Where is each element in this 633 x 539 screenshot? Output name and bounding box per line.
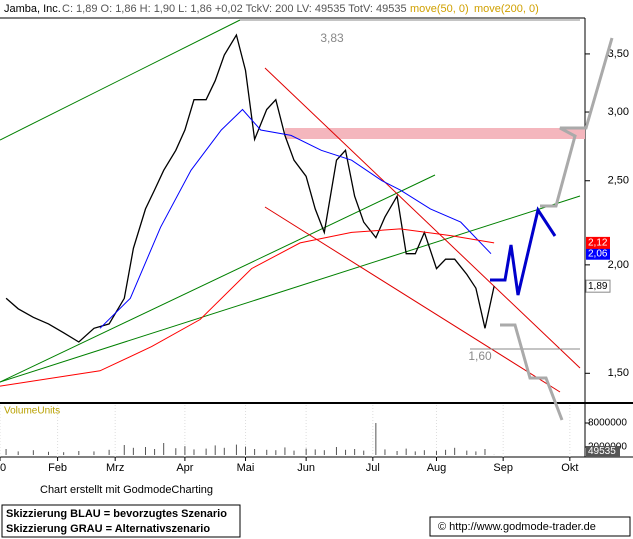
volume-bar <box>414 451 416 455</box>
volume-bar <box>323 450 325 455</box>
y-tick-label: 3,00 <box>608 106 629 118</box>
volume-bar <box>223 447 225 455</box>
volume-bar <box>423 450 425 455</box>
x-tick-label: 10 <box>0 462 6 474</box>
volume-bar <box>266 449 268 455</box>
volume-bar <box>314 449 316 455</box>
volume-bar <box>132 447 134 455</box>
volume-bar <box>335 447 337 455</box>
y-tick-label: 8000000 <box>588 418 627 429</box>
x-tick-label: Mai <box>237 462 255 474</box>
volume-bar <box>123 445 125 455</box>
volume-bar <box>363 450 365 455</box>
volume-bar <box>445 449 447 455</box>
legend-entry: move(200, 0) <box>474 3 539 15</box>
x-tick-label: Jul <box>366 462 380 474</box>
x-tick-label: Jun <box>297 462 315 474</box>
last-value-box <box>586 236 610 249</box>
volume-bar <box>275 450 277 455</box>
volume-bar <box>175 448 177 455</box>
volume-bar <box>375 423 377 455</box>
chart-title: Jamba, Inc. <box>4 3 61 15</box>
url-box <box>429 516 631 537</box>
series-line <box>0 228 495 387</box>
volume-bar <box>354 449 356 455</box>
scenario-grey <box>540 37 614 208</box>
scenarios <box>490 37 614 421</box>
volume-bar <box>284 447 286 455</box>
volume-bar <box>5 449 7 455</box>
last-value-box <box>586 446 620 457</box>
volume-bar <box>17 451 19 455</box>
volume-bar <box>484 449 486 455</box>
last-value-box <box>585 279 611 293</box>
annotation: 1,60 <box>468 349 492 363</box>
annotation: 3,83 <box>320 31 344 45</box>
scenario-blue <box>490 206 557 296</box>
volume-bar <box>454 447 456 455</box>
trendline <box>0 195 581 383</box>
legend-entry: move(50, 0) <box>410 3 469 15</box>
last-value-label: 2,06 <box>588 248 608 259</box>
volume-bar <box>475 451 477 455</box>
ohlc-info: C: 1,89 O: 1,86 H: 1,90 L: 1,86 +0,02 Tc… <box>62 3 407 15</box>
volume-bar <box>32 450 34 455</box>
last-value-label: 1,89 <box>588 281 608 292</box>
volume-bar <box>293 450 295 455</box>
volume-bar <box>47 451 49 455</box>
volume-title: VolumeUnits <box>4 406 60 417</box>
x-tick-label: Aug <box>427 462 447 474</box>
x-tick-label: Sep <box>493 462 513 474</box>
volume-bar <box>154 449 156 455</box>
volume-bar <box>396 451 398 455</box>
legend-box <box>1 504 241 538</box>
y-tick-label: 3,50 <box>608 48 629 60</box>
x-tick-label: Okt <box>561 462 578 474</box>
credit: Chart erstellt mit GodmodeCharting <box>40 484 213 496</box>
volume-bar <box>184 446 186 455</box>
volume-bar <box>193 449 195 455</box>
volume-bar <box>205 448 207 455</box>
volume-bar <box>305 448 307 455</box>
volume-bar <box>108 449 110 455</box>
trendline <box>264 206 561 393</box>
x-tick-label: Apr <box>176 462 193 474</box>
last-value-label: 49535 <box>588 446 616 457</box>
volume-bar <box>435 451 437 455</box>
volume-bar <box>466 450 468 455</box>
volume-bar <box>384 449 386 455</box>
y-tick-label: 2,50 <box>608 175 629 187</box>
legend-text: Skizzierung GRAU = Alternativszenario <box>6 523 210 535</box>
volume-bar <box>245 446 247 455</box>
volume-bar <box>235 444 237 455</box>
x-tick-label: Feb <box>48 462 67 474</box>
legend-text: Skizzierung BLAU = bevorzugtes Szenario <box>6 508 227 520</box>
scenario-grey <box>500 323 564 421</box>
trendline <box>264 67 581 369</box>
y-tick-label: 1,50 <box>608 367 629 379</box>
volume-bar <box>214 445 216 455</box>
x-tick-label: Mrz <box>106 462 124 474</box>
volume-bar <box>345 449 347 455</box>
volume-bar <box>144 447 146 455</box>
url: © http://www.godmode-trader.de <box>438 521 596 533</box>
plot: 10 Feb Mrz Apr Mai Jun Jul Aug Sep Okt 1,50 2,00 2,5… <box>0 3 629 474</box>
last-value-box <box>586 247 610 260</box>
volume-bar <box>78 451 80 455</box>
last-value-label: 2,12 <box>588 238 608 249</box>
volume-bar <box>163 443 165 455</box>
volume-bar <box>405 448 407 455</box>
trendline <box>0 174 436 383</box>
volume-bar <box>254 449 256 455</box>
resistance-zone <box>285 128 585 139</box>
volume-bar <box>63 452 65 455</box>
volume-bar <box>93 451 95 455</box>
trendline <box>0 19 241 141</box>
trendlines <box>0 19 581 393</box>
y-tick-label: 2,00 <box>608 259 629 271</box>
series-line <box>99 108 492 329</box>
